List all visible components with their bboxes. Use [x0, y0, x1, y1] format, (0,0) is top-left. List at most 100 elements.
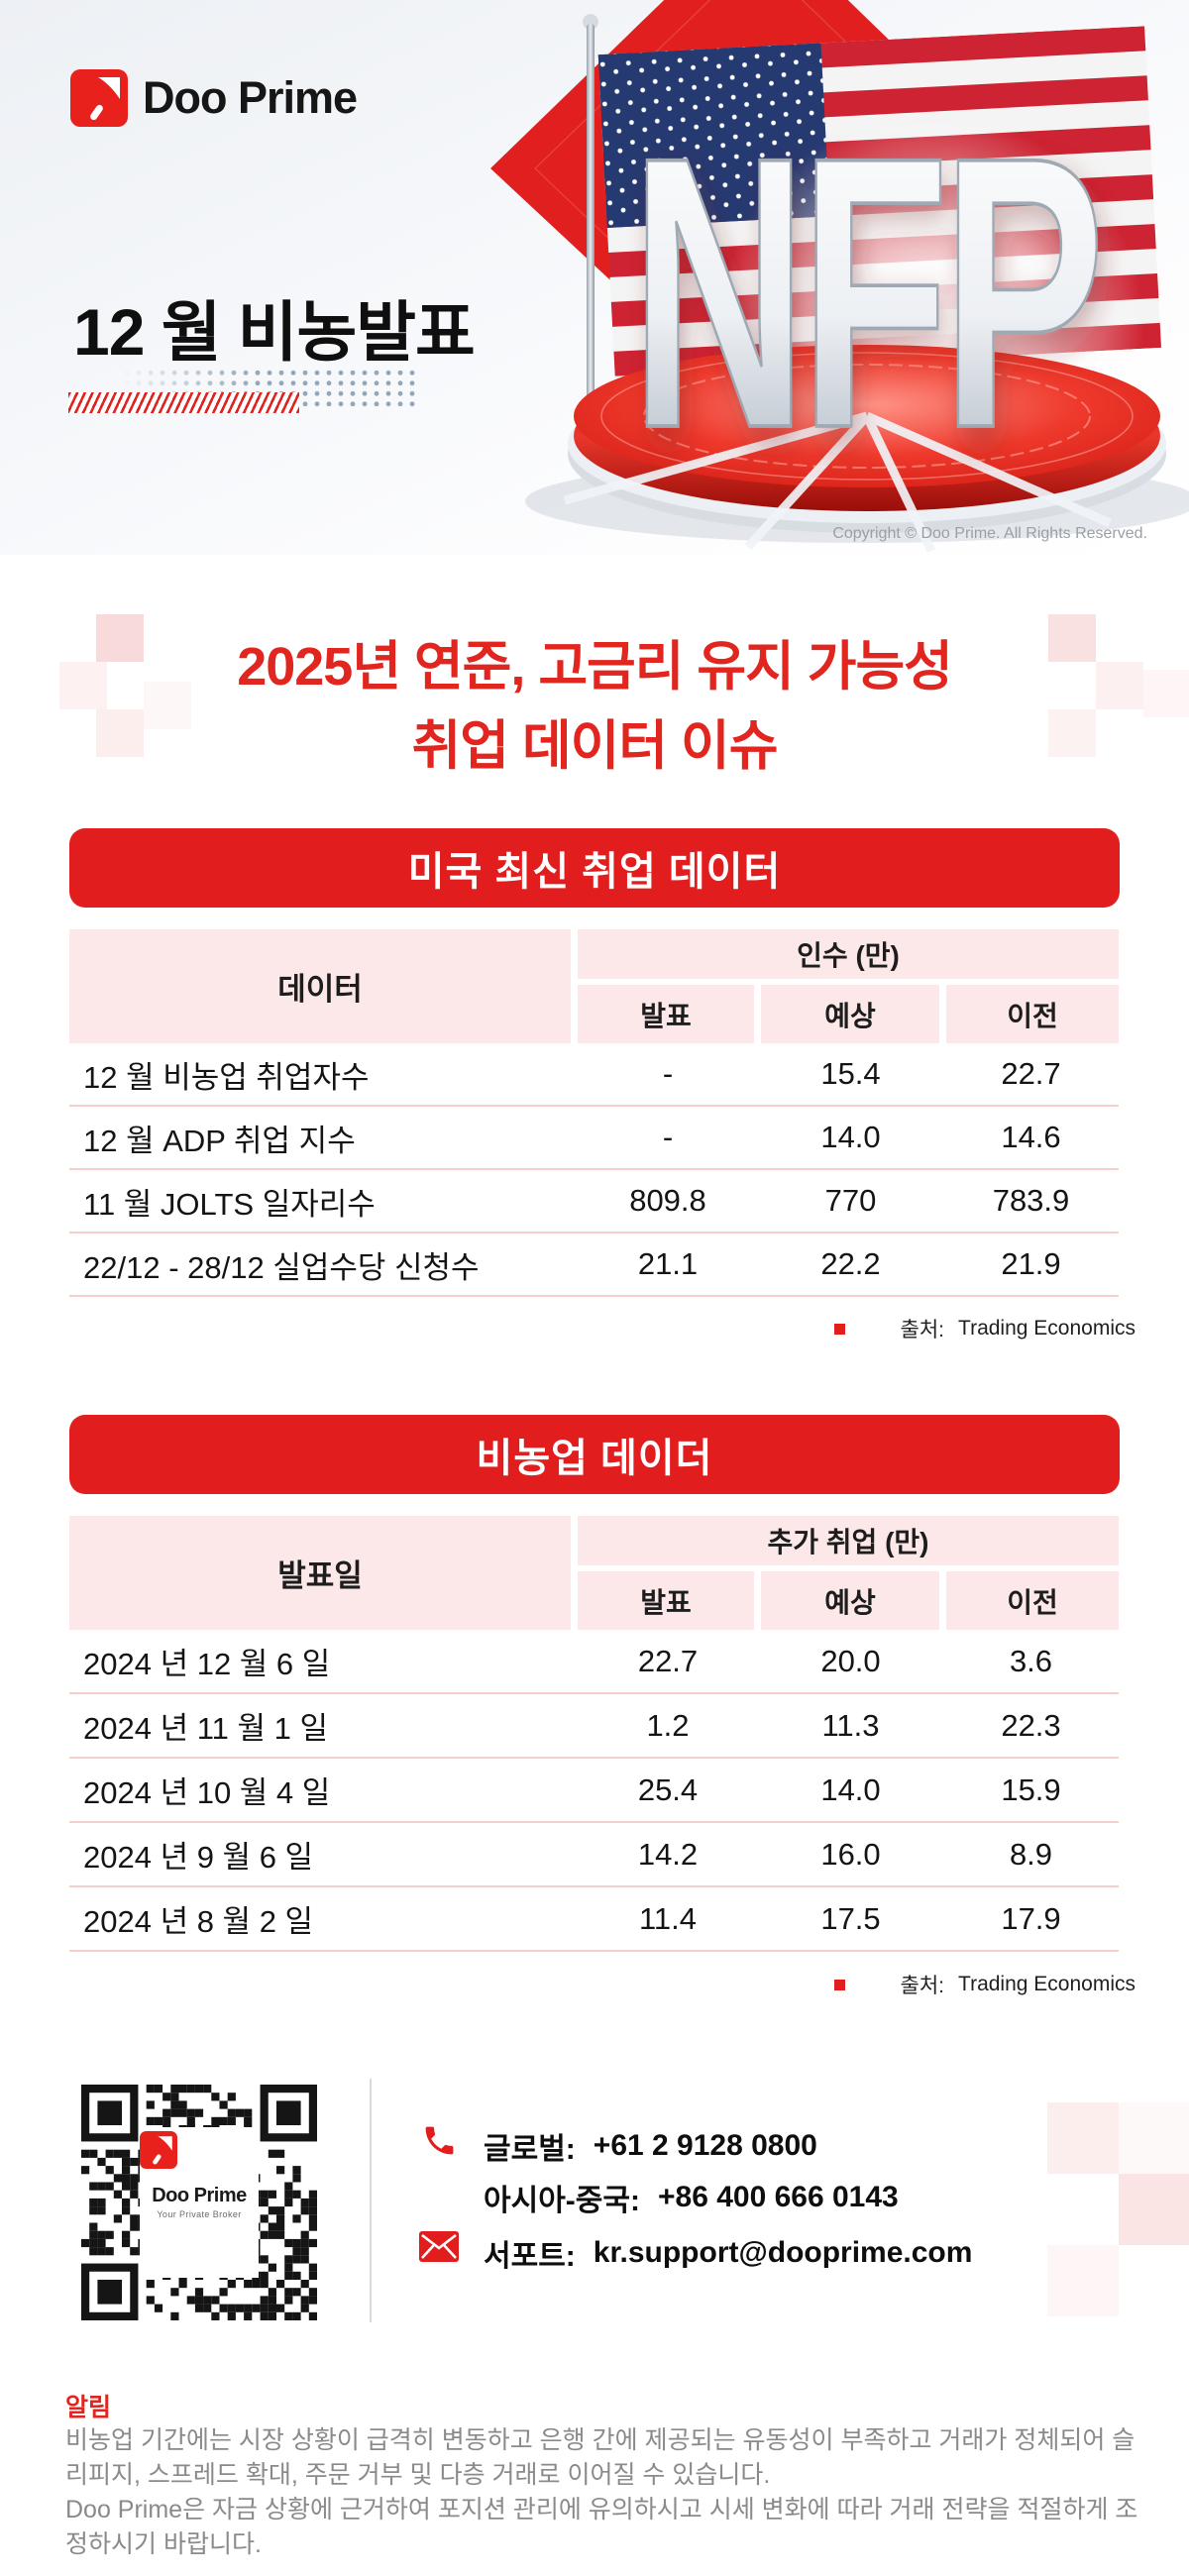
- column-header-announced: 발표: [578, 1571, 754, 1630]
- employment-data-banner: 미국 최신 취업 데이터: [69, 828, 1120, 908]
- nfp-hero-graphic: NFP: [490, 0, 1189, 553]
- nfp-table-body: 2024 년 12 월 6 일 22.7 20.0 3.6 2024 년 11 …: [69, 1630, 1119, 1952]
- row-announced: 25.4: [637, 1771, 699, 1807]
- source-value: Trading Economics: [958, 1973, 1135, 1995]
- source-label: 출처:: [900, 1319, 945, 1342]
- row-expected: 20.0: [820, 1643, 881, 1678]
- table-row: 2024 년 9 월 6 일 14.2 16.0 8.9: [69, 1823, 1119, 1887]
- row-expected: 17.5: [820, 1900, 881, 1936]
- row-expected: 770: [824, 1183, 877, 1218]
- row-previous: 21.9: [1001, 1246, 1061, 1281]
- contact-divider: [370, 2079, 372, 2322]
- row-label: 2024 년 9 월 6 일: [83, 1840, 314, 1875]
- flagpole: [587, 24, 594, 420]
- qr-logo-subtitle: Your Private Broker: [157, 2209, 242, 2219]
- table-row: 2024 년 12 월 6 일 22.7 20.0 3.6: [69, 1630, 1119, 1694]
- row-previous: 3.6: [1009, 1643, 1053, 1678]
- checker-decoration: [59, 662, 107, 709]
- pie-slice-cuts: [563, 411, 1112, 553]
- global-phone: +61 2 9128 0800: [593, 2129, 817, 2162]
- row-expected: 11.3: [821, 1707, 880, 1743]
- notice-body: 비농업 기간에는 시장 상황이 급격히 변동하고 은행 간에 제공되는 유동성이…: [65, 2423, 1149, 2562]
- table-row: 2024 년 8 월 2 일 11.4 17.5 17.9: [69, 1887, 1119, 1952]
- table-row: 2024 년 11 월 1 일 1.2 11.3 22.3: [69, 1694, 1119, 1759]
- row-previous: 14.6: [1001, 1120, 1061, 1154]
- row-announced: -: [662, 1056, 674, 1091]
- row-announced: 22.7: [637, 1643, 699, 1678]
- source-attribution: 출처: Trading Economics: [833, 1314, 1135, 1343]
- row-previous: 8.9: [1009, 1836, 1053, 1872]
- row-label: 2024 년 11 월 1 일: [83, 1711, 329, 1746]
- global-label: 글로벌:: [484, 2133, 576, 2166]
- hero-section: NFP Doo Prime 12 월 비농발표 Copyright © Doo …: [0, 0, 1189, 555]
- checker-decoration: [1047, 2245, 1119, 2316]
- row-announced: 21.1: [637, 1246, 699, 1281]
- doo-prime-wordmark: Doo Prime: [143, 72, 358, 123]
- row-announced: 11.4: [638, 1900, 698, 1936]
- row-previous: 17.9: [1001, 1900, 1061, 1936]
- doo-prime-logo-icon: [70, 69, 128, 127]
- notice-title: 알림: [65, 2394, 112, 2421]
- table-row: 11 월 JOLTS 일자리수 809.8 770 783.9: [69, 1170, 1119, 1234]
- column-header-previous: 이전: [946, 985, 1119, 1043]
- striped-bar-decoration: [68, 392, 299, 413]
- source-value: Trading Economics: [958, 1317, 1135, 1340]
- table-row: 2024 년 10 월 4 일 25.4 14.0 15.9: [69, 1759, 1119, 1823]
- qr-code: Doo Prime Your Private Broker: [81, 2081, 317, 2323]
- notice-paragraph-2: Doo Prime은 자금 상황에 근거하여 포지션 관리에 유의하시고 시세 …: [65, 2496, 1138, 2558]
- source-attribution: 출처: Trading Economics: [833, 1970, 1135, 1999]
- checker-decoration: [1096, 662, 1143, 709]
- row-label: 12 월 ADP 취업 지수: [83, 1123, 356, 1158]
- contact-global-line: 글로벌: +61 2 9128 0800: [484, 2124, 817, 2168]
- row-announced: 14.2: [637, 1836, 699, 1872]
- source-bullet-icon: [833, 1323, 845, 1335]
- qr-center-logo: Doo Prime Your Private Broker: [140, 2126, 259, 2278]
- main-heading-line1: 2025년 연준, 고금리 유지 가능성: [237, 637, 953, 697]
- table-row: 22/12 - 28/12 실업수당 신청수 21.1 22.2 21.9: [69, 1234, 1119, 1297]
- column-header-expected: 예상: [761, 985, 939, 1043]
- asia-phone: +86 400 666 0143: [657, 2181, 899, 2213]
- main-heading-line2: 취업 데이터 이슈: [411, 716, 779, 776]
- checker-decoration: [1048, 709, 1096, 757]
- checker-decoration: [96, 709, 144, 757]
- doo-prime-logo: Doo Prime: [70, 69, 358, 127]
- checker-decoration: [1047, 2102, 1119, 2174]
- row-expected: 14.0: [820, 1771, 881, 1807]
- doo-prime-logo-icon: [140, 2130, 177, 2169]
- column-group-header: 인수 (만): [578, 929, 1119, 979]
- source-label: 출처:: [900, 1975, 945, 1997]
- nfp-3d-text: NFP: [630, 78, 1098, 509]
- column-group-header: 추가 취업 (만): [578, 1516, 1119, 1565]
- checker-decoration: [1119, 2102, 1189, 2174]
- checker-decoration: [144, 682, 191, 729]
- hero-title: 12 월 비농발표: [73, 295, 476, 369]
- asia-label: 아시아-중국:: [484, 2185, 640, 2217]
- employment-table-header: 데이터 인수 (만) 발표 예상 이전: [69, 929, 1119, 1043]
- row-previous: 783.9: [992, 1183, 1070, 1218]
- row-label: 2024 년 12 월 6 일: [83, 1647, 331, 1681]
- row-announced: 1.2: [646, 1707, 690, 1743]
- column-header-previous: 이전: [946, 1571, 1119, 1630]
- table-row: 12 월 비농업 취업자수 - 15.4 22.7: [69, 1043, 1119, 1107]
- checker-decoration: [1143, 670, 1189, 717]
- row-previous: 15.9: [1001, 1771, 1061, 1807]
- table-row: 12 월 ADP 취업 지수 - 14.0 14.6: [69, 1107, 1119, 1170]
- column-header-expected: 예상: [761, 1571, 939, 1630]
- copyright-text: Copyright © Doo Prime. All Rights Reserv…: [832, 525, 1147, 542]
- contact-asia-line: 아시아-중국: +86 400 666 0143: [484, 2176, 899, 2219]
- checker-decoration: [1119, 2174, 1189, 2245]
- flagpole-finial: [583, 14, 598, 30]
- qr-logo-title: Doo Prime: [152, 2185, 247, 2206]
- column-header-item: 데이터: [69, 929, 571, 1043]
- source-bullet-icon: [833, 1979, 845, 1990]
- row-expected: 15.4: [820, 1056, 881, 1091]
- row-expected: 14.0: [820, 1120, 881, 1154]
- row-label: 2024 년 8 월 2 일: [83, 1904, 314, 1939]
- row-previous: 22.3: [1001, 1707, 1061, 1743]
- row-expected: 16.0: [820, 1836, 881, 1872]
- employment-table-body: 12 월 비농업 취업자수 - 15.4 22.7 12 월 ADP 취업 지수…: [69, 1043, 1119, 1297]
- row-expected: 22.2: [820, 1246, 881, 1281]
- row-label: 11 월 JOLTS 일자리수: [83, 1186, 376, 1222]
- column-header-announced: 발표: [578, 985, 754, 1043]
